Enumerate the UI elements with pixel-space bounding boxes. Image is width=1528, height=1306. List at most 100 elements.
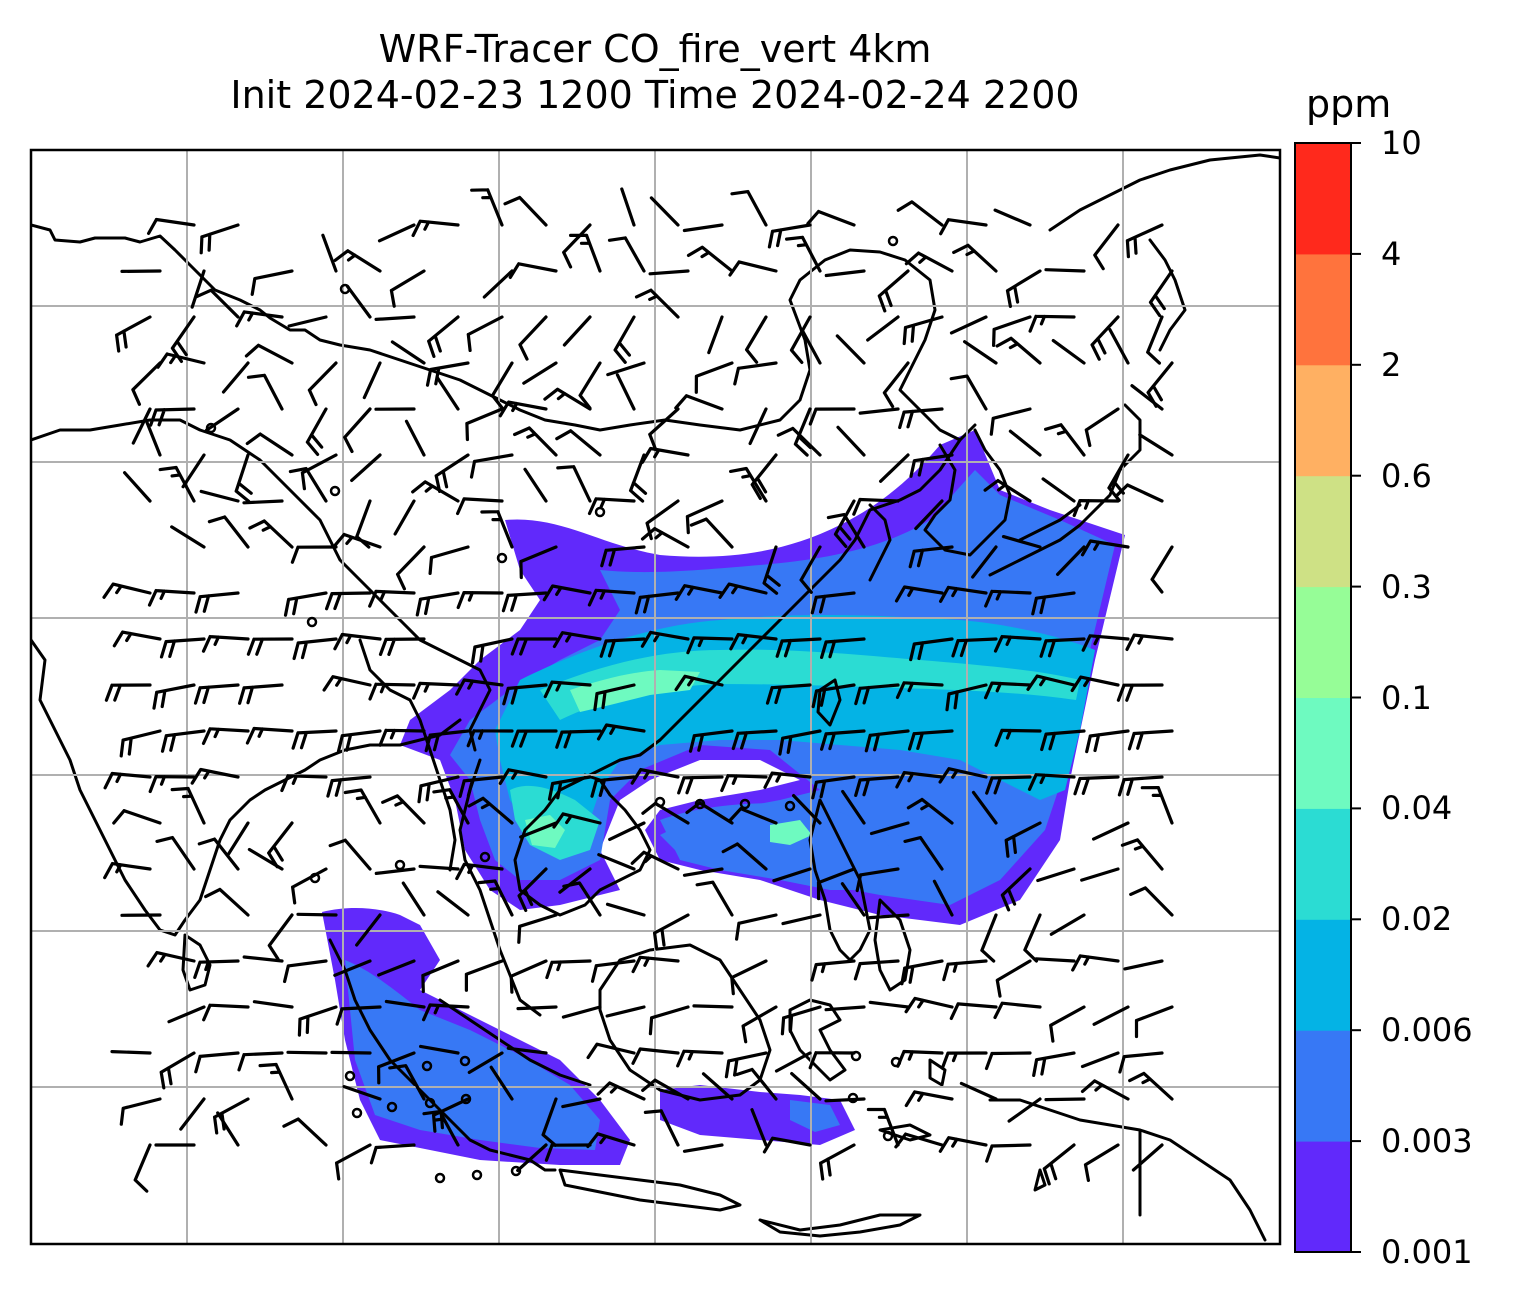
wind-barb: [552, 631, 602, 649]
wind-barb: [785, 235, 822, 273]
wind-barb: [377, 1051, 416, 1085]
wind-barb: [852, 497, 900, 516]
wind-barb: [201, 727, 250, 745]
wind-barb: [701, 1072, 734, 1101]
wind-barb: [498, 768, 548, 785]
wind-barb: [729, 466, 768, 503]
wind-barb: [513, 426, 558, 457]
wind-barb: [1128, 1071, 1174, 1101]
wind-barb: [458, 775, 504, 798]
wind-barb: [608, 821, 646, 841]
colorbar-tick-label: 10: [1381, 124, 1422, 162]
coast-lesser-sunda: [758, 1213, 922, 1238]
wind-barb: [640, 446, 690, 464]
wind-barb: [869, 821, 910, 836]
wind-barb: [226, 821, 250, 857]
wind-barb: [824, 269, 866, 278]
wind-barb: [181, 453, 206, 489]
wind-barb: [1000, 867, 1032, 912]
wind-barb: [1070, 675, 1120, 693]
wind-barb: [193, 683, 240, 705]
wind-barb: [1084, 407, 1120, 448]
wind-barb: [992, 315, 1032, 347]
wind-barb: [1032, 1051, 1076, 1077]
wind-barb: [170, 525, 206, 549]
wind-barb: [763, 771, 812, 789]
wind-barb: [605, 1005, 646, 1018]
wind-barb: [728, 260, 778, 277]
wind-barb: [280, 774, 328, 793]
coast-sumatra: [328, 938, 557, 1172]
wind-barb: [826, 513, 866, 549]
wind-barb: [904, 1090, 954, 1108]
wind-barb: [864, 729, 910, 753]
wind-barb: [774, 1051, 812, 1073]
wind-barb: [480, 510, 514, 549]
coast-himalaya-border: [31, 418, 492, 752]
wind-barb: [799, 545, 822, 594]
wind-barb: [1085, 729, 1130, 754]
wind-barb: [325, 591, 372, 611]
wind-barb: [482, 269, 514, 299]
wind-barb: [421, 959, 460, 994]
wind-barb: [1056, 545, 1086, 576]
calm-wind-circle: [496, 552, 508, 564]
wind-barb: [432, 788, 470, 825]
wind-barb: [543, 387, 592, 411]
wind-barb: [971, 545, 998, 579]
wind-barb: [506, 1046, 548, 1055]
wind-barb: [811, 775, 856, 800]
wind-barb: [287, 315, 328, 328]
wind-barb: [631, 955, 680, 974]
wind-barb: [1117, 775, 1164, 797]
wind-barb: [1138, 433, 1174, 457]
wind-barb: [204, 407, 240, 432]
wind-barb: [297, 1005, 338, 1037]
wind-barb: [586, 1132, 636, 1149]
wind-barb: [1044, 1097, 1086, 1102]
wind-barb: [985, 1143, 1032, 1163]
wind-barb: [149, 407, 196, 427]
wind-barb: [1004, 821, 1042, 858]
wind-barb: [131, 407, 152, 445]
wind-barb: [419, 1044, 460, 1055]
coast-new-guinea: [988, 1098, 1267, 1242]
wind-barb: [428, 545, 470, 575]
wind-barb: [674, 394, 724, 411]
wind-barb: [995, 336, 1042, 365]
wind-barb: [204, 887, 250, 917]
wind-barb: [237, 1051, 284, 1072]
wind-barb: [692, 1004, 734, 1009]
colorbar-segment: [1295, 1030, 1351, 1142]
wind-barb: [728, 807, 778, 825]
wind-barb: [1023, 913, 1042, 963]
wind-barb: [221, 361, 250, 394]
wind-barb: [396, 545, 426, 591]
wind-barb: [800, 328, 822, 365]
wind-barb: [123, 471, 152, 503]
wind-barb: [593, 683, 636, 712]
wind-barb: [620, 187, 636, 227]
wind-barb: [949, 315, 988, 335]
wind-barb: [597, 853, 636, 871]
wind-barb: [640, 527, 690, 549]
wind-barb: [199, 489, 240, 503]
wind-barb: [1040, 729, 1086, 752]
wind-barb: [694, 361, 734, 394]
wind-barb: [909, 637, 954, 662]
wind-barb: [190, 767, 240, 785]
wind-barb: [1150, 545, 1174, 594]
calm-wind-circle: [471, 1169, 483, 1181]
wind-barb: [940, 1051, 988, 1070]
wind-barb: [470, 188, 504, 227]
wind-barb: [634, 591, 680, 615]
wind-barb: [119, 729, 162, 758]
wind-barb: [938, 767, 988, 784]
wind-barb: [286, 1050, 328, 1055]
wind-barb: [731, 729, 778, 751]
wind-barb: [895, 681, 944, 699]
wind-barb: [781, 913, 822, 926]
wind-barb: [643, 1109, 680, 1147]
wind-barb: [1090, 315, 1120, 361]
colorbar-tick-label: 0.6: [1381, 456, 1432, 495]
